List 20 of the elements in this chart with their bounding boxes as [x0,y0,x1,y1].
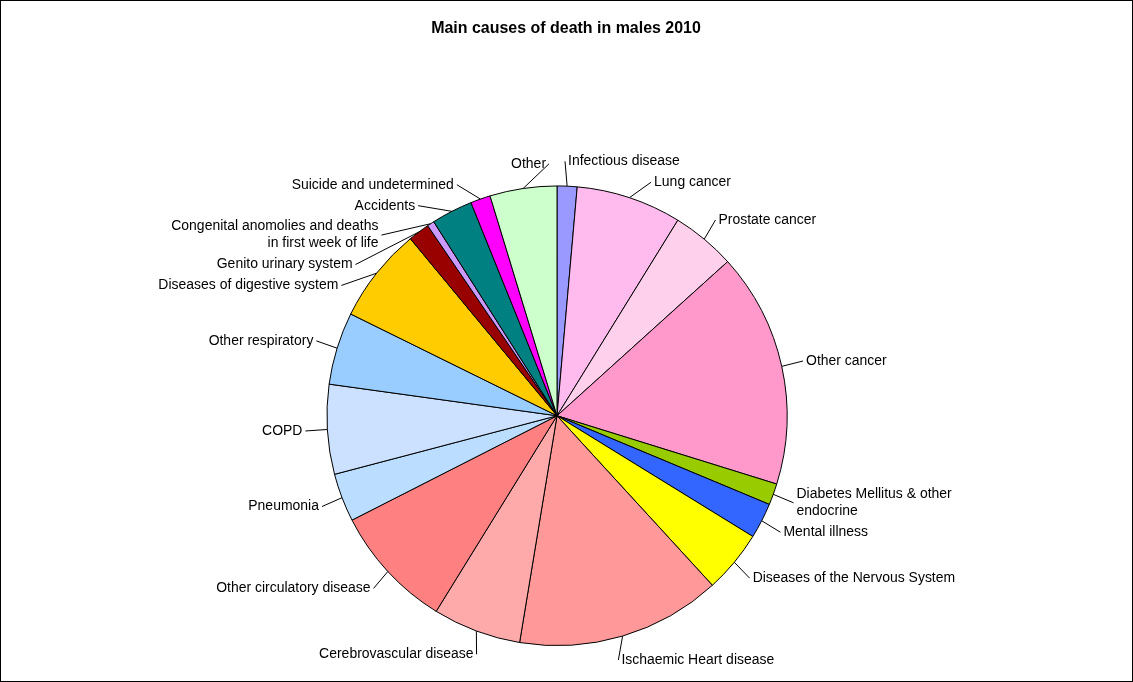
slice-label: Lung cancer [654,173,732,190]
slice-label: Accidents [354,196,416,213]
slice-label: Other cancer [806,351,888,368]
slice-label: Suicide and undetermined [291,175,454,192]
slice-label: Congenital anomolies and deaths in first week of life [171,217,379,251]
slice-label: Diabetes Mellitus & other endocrine [796,485,953,519]
slice-label: Other circulatory disease [216,579,371,596]
chart-title: Main causes of death in males 2010 [431,19,701,37]
slice-label: Ischaemic Heart disease [621,650,775,667]
slice-label: Diseases of the Nervous System [752,569,956,586]
slice-label: Pneumonia [248,497,320,514]
slice-label: Genito urinary system [216,255,353,272]
slice-label: Infectious disease [568,152,680,169]
slice-label: Diseases of digestive system [158,276,339,293]
slice-label: COPD [262,421,303,438]
slice-label: Mental illness [783,523,869,540]
slice-label: Prostate cancer [718,210,817,227]
slice-label: Cerebrovascular disease [319,645,474,662]
slice-label: Other respiratory [208,331,314,348]
slice-label: Other [511,154,547,171]
